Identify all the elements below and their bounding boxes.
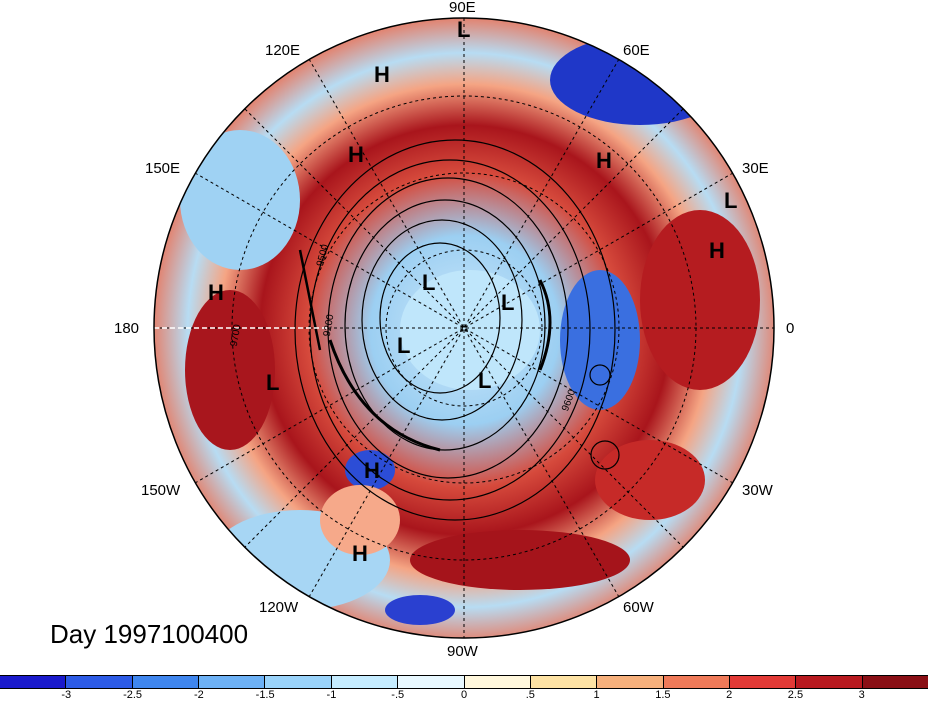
lon-label-30e: 30E	[742, 160, 769, 177]
lon-label-180: 180	[114, 320, 140, 337]
pressure-high-marker: H	[208, 280, 224, 305]
pressure-high-marker: H	[374, 62, 390, 87]
pressure-high-marker: H	[709, 238, 725, 263]
colorbar-tick-label: 2	[726, 689, 733, 701]
pressure-low-marker: L	[422, 270, 436, 295]
colorbar-segment	[796, 676, 863, 688]
polar-map	[153, 17, 775, 639]
pressure-high-marker: H	[364, 458, 380, 483]
pressure-low-marker: L	[724, 188, 738, 213]
colorbar-segment	[66, 676, 133, 688]
pressure-low-marker: L	[397, 333, 411, 358]
lon-label-150e: 150E	[145, 160, 181, 177]
colorbar-segment	[331, 676, 399, 688]
colorbar-tick-label: -2.5	[123, 689, 143, 701]
pressure-low-marker: L	[457, 17, 471, 42]
colorbar-segment	[132, 676, 200, 688]
pressure-high-marker: H	[596, 148, 612, 173]
colorbar-tick-label: 1	[593, 689, 600, 701]
lon-label-60w: 60W	[623, 599, 654, 616]
colorbar-tick-label: -1.5	[255, 689, 275, 701]
pressure-high-marker: H	[352, 541, 368, 566]
colorbar-tick-label: 0	[460, 689, 468, 701]
lon-label-120w: 120W	[259, 599, 299, 616]
colorbar-segment	[199, 676, 266, 688]
lon-label-90w: 90W	[447, 643, 478, 660]
colorbar-tick-label: 3	[858, 689, 865, 701]
colorbar-segment	[530, 676, 598, 688]
colorbar-tick-label: .5	[525, 689, 535, 701]
lon-label-90e: 90E	[449, 0, 476, 16]
colorbar-segment	[597, 676, 664, 688]
colorbar-tick-label: 1.5	[655, 689, 671, 701]
colorbar-segment	[729, 676, 797, 688]
lon-label-60e: 60E	[623, 42, 650, 59]
lon-label-120e: 120E	[265, 42, 301, 59]
colorbar-tick-label: -1	[326, 689, 337, 701]
date-title: Day 1997100400	[50, 619, 249, 649]
pressure-high-marker: H	[348, 142, 364, 167]
colorbar-segment	[862, 676, 928, 688]
lon-label-150w: 150W	[141, 482, 181, 499]
colorbar	[0, 675, 928, 689]
colorbar-segment	[0, 676, 67, 688]
pressure-low-marker: L	[478, 368, 492, 393]
lon-label-30w: 30W	[742, 482, 773, 499]
colorbar-segment	[464, 676, 531, 688]
graticule	[154, 18, 774, 638]
pressure-low-marker: L	[501, 290, 515, 315]
map-border	[153, 17, 775, 639]
colorbar-segment	[663, 676, 730, 688]
height-contours	[294, 139, 620, 521]
colorbar-tick-label: -2	[193, 689, 204, 701]
colorbar-segment	[265, 676, 332, 688]
pressure-low-marker: L	[266, 370, 280, 395]
colorbar-tick-label: -3	[61, 689, 72, 701]
colorbar-segment	[398, 676, 465, 688]
lon-label-0: 0	[786, 320, 795, 337]
colorbar-tick-label: 2.5	[787, 689, 804, 701]
colorbar-tick-label: -.5	[391, 689, 405, 701]
